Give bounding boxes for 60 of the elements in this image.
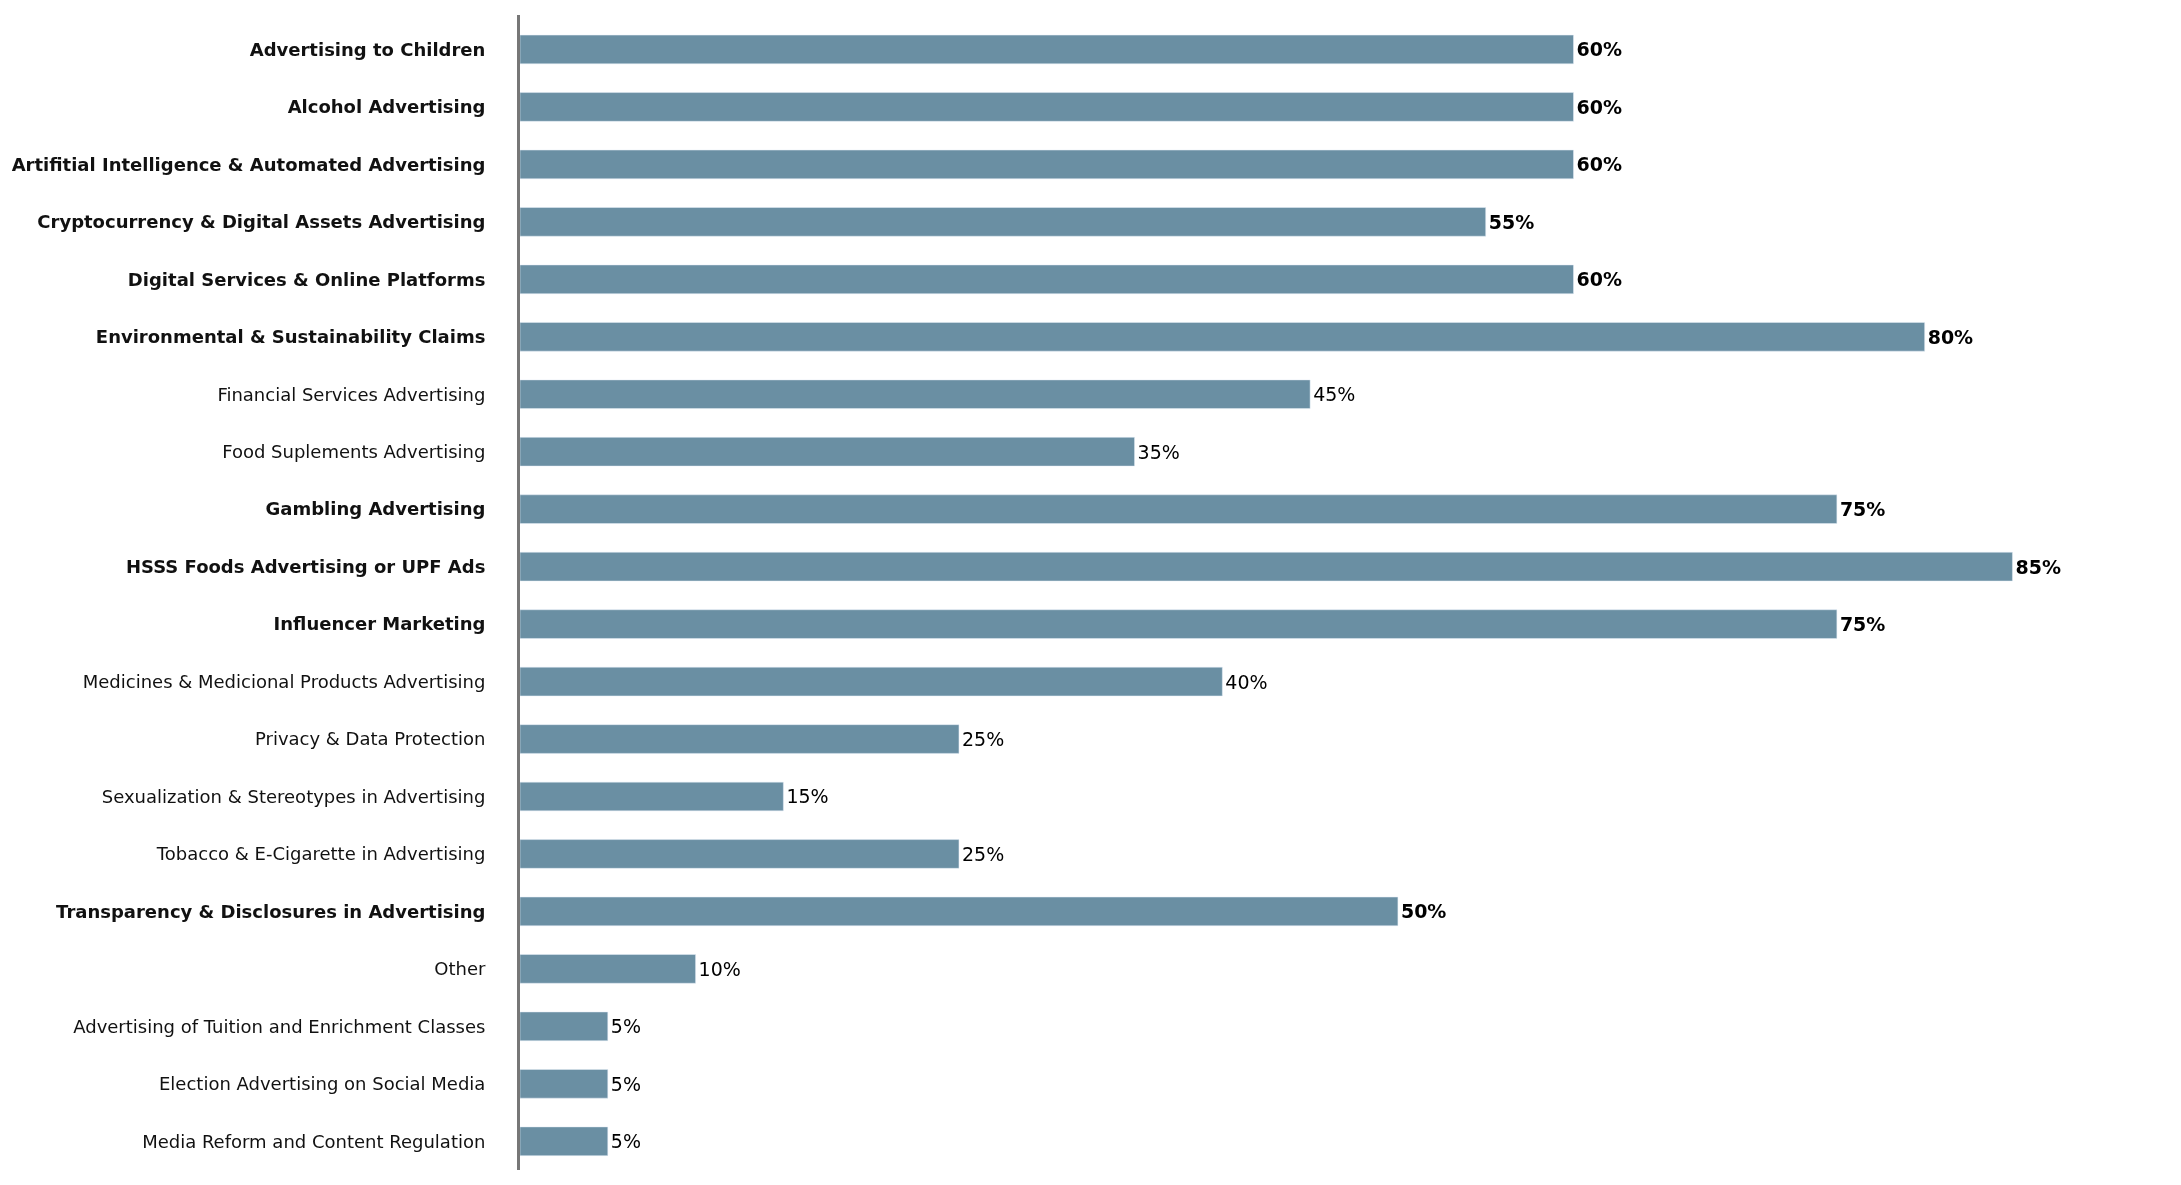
bar (520, 207, 1486, 237)
data-label: 60% (1576, 268, 1622, 291)
bar (520, 896, 1399, 927)
bar (520, 92, 1574, 122)
data-label: 50% (1400, 900, 1447, 923)
bar (520, 781, 784, 812)
bar (520, 379, 1311, 409)
data-label: 25% (961, 728, 1005, 751)
y-tick-label: Media Reform and Content Regulation (142, 1130, 486, 1152)
data-label: 85% (2015, 555, 2061, 578)
data-label: 40% (1225, 670, 1268, 693)
y-tick-label: Advertising of Tuition and Enrichment Classes (73, 1015, 486, 1037)
data-label: 60% (1576, 95, 1622, 118)
bar (520, 322, 1925, 352)
bar (520, 149, 1574, 180)
bar (520, 724, 960, 754)
y-tick-label: Alcohol Advertising (287, 96, 486, 118)
bar (520, 552, 2013, 582)
y-tick-label: Advertising to Children (249, 38, 486, 60)
bar (520, 34, 1574, 65)
data-label: 60% (1576, 38, 1622, 61)
bar (520, 1126, 609, 1156)
bar (520, 839, 960, 869)
data-label: 45% (1313, 383, 1356, 406)
y-tick-label: Other (434, 958, 486, 980)
bar (520, 1011, 609, 1041)
data-label: 15% (786, 785, 829, 808)
data-label: 5% (610, 1015, 641, 1038)
y-tick-label: Tobacco & E-Cigarette in Advertising (155, 843, 486, 865)
bar (520, 1069, 609, 1099)
y-tick-label: Cryptocurrency & Digital Assets Advertising (37, 211, 486, 233)
y-tick-label: HSSS Foods Advertising or UPF Ads (125, 555, 486, 577)
bar (520, 437, 1135, 467)
y-tick-label: Influencer Marketing (273, 613, 486, 635)
bar (520, 954, 696, 984)
data-label: 5% (610, 1130, 641, 1153)
bar (520, 666, 1223, 697)
data-label: 80% (1927, 325, 1974, 348)
data-label: 75% (1839, 613, 1886, 636)
bar (520, 609, 1838, 639)
data-label: 75% (1839, 498, 1886, 521)
y-tick-label: Medicines & Medicional Products Advertising (82, 670, 486, 692)
y-tick-label: Digital Services & Online Platforms (127, 268, 486, 290)
data-label: 55% (1488, 210, 1535, 233)
y-tick-label: Gambling Advertising (265, 498, 486, 520)
data-label: 60% (1576, 153, 1622, 176)
y-tick-label: Financial Services Advertising (217, 383, 486, 405)
y-tick-label: Food Suplements Advertising (222, 441, 486, 463)
y-tick-label: Artifitial Intelligence & Automated Advertising (11, 153, 486, 175)
y-tick-label: Election Advertising on Social Media (159, 1073, 486, 1095)
data-label: 10% (698, 957, 741, 980)
data-label: 35% (1137, 440, 1180, 463)
y-tick-label: Environmental & Sustainability Claims (95, 326, 486, 348)
y-tick-label: Sexualization & Stereotypes in Advertising (101, 785, 486, 807)
bar (520, 494, 1838, 524)
bar (520, 264, 1574, 294)
data-label: 25% (961, 842, 1005, 865)
y-tick-label: Privacy & Data Protection (254, 728, 486, 750)
data-label: 5% (610, 1072, 641, 1095)
y-tick-label: Transparency & Disclosures in Advertising (56, 900, 486, 922)
